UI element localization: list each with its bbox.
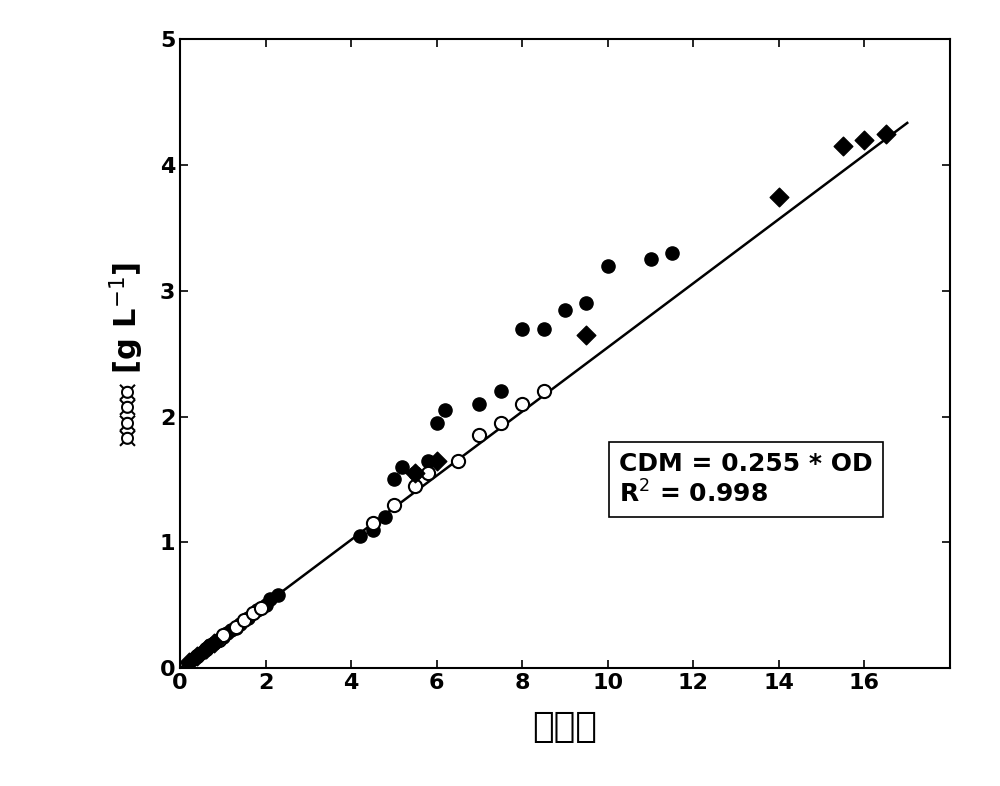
Point (493, 385, 509, 398)
Point (193, 647, 209, 659)
Point (189, 649, 205, 662)
Point (198, 643, 214, 656)
Point (240, 612, 256, 624)
Point (232, 618, 248, 630)
Point (262, 593, 278, 605)
Point (664, 247, 680, 259)
Point (386, 498, 402, 511)
Point (407, 467, 423, 479)
Point (210, 634, 226, 647)
Point (236, 614, 252, 626)
Point (258, 599, 274, 612)
Point (215, 629, 231, 641)
Point (536, 322, 552, 335)
Point (536, 385, 552, 398)
Text: CDM = 0.255 * OD
R$^2$ = 0.998: CDM = 0.255 * OD R$^2$ = 0.998 (619, 452, 873, 507)
Point (557, 303, 573, 316)
Point (215, 630, 231, 643)
Point (450, 454, 466, 467)
Point (878, 127, 894, 140)
Point (377, 511, 393, 523)
Point (835, 140, 851, 152)
Point (578, 297, 594, 310)
Point (600, 259, 616, 272)
Point (249, 604, 265, 616)
Point (202, 639, 218, 652)
Point (514, 322, 530, 335)
Point (437, 404, 453, 417)
Point (270, 589, 286, 601)
Point (578, 329, 594, 341)
X-axis label: 光密度: 光密度 (533, 710, 597, 744)
Point (181, 656, 197, 668)
Point (185, 653, 201, 666)
Point (407, 467, 423, 479)
Point (493, 417, 509, 429)
Point (471, 398, 487, 410)
Point (643, 253, 659, 266)
Point (514, 398, 530, 410)
Y-axis label: 细胞干重 [g L$^{-1}$]: 细胞干重 [g L$^{-1}$] (107, 262, 146, 446)
Point (394, 461, 410, 473)
Point (253, 601, 269, 614)
Point (856, 134, 872, 146)
Point (429, 417, 445, 429)
Point (228, 620, 244, 633)
Point (245, 607, 261, 619)
Point (206, 637, 222, 649)
Point (223, 624, 239, 637)
Point (407, 479, 423, 492)
Point (206, 637, 222, 649)
Point (364, 517, 380, 530)
Point (386, 473, 402, 486)
Point (198, 643, 214, 656)
Point (471, 429, 487, 442)
Point (219, 626, 235, 639)
Point (189, 649, 205, 662)
Point (364, 523, 380, 536)
Point (429, 454, 445, 467)
Point (228, 622, 244, 634)
Point (771, 190, 787, 203)
Point (420, 454, 436, 467)
Point (420, 467, 436, 479)
Point (352, 530, 368, 542)
Point (198, 643, 214, 656)
Point (210, 634, 226, 647)
